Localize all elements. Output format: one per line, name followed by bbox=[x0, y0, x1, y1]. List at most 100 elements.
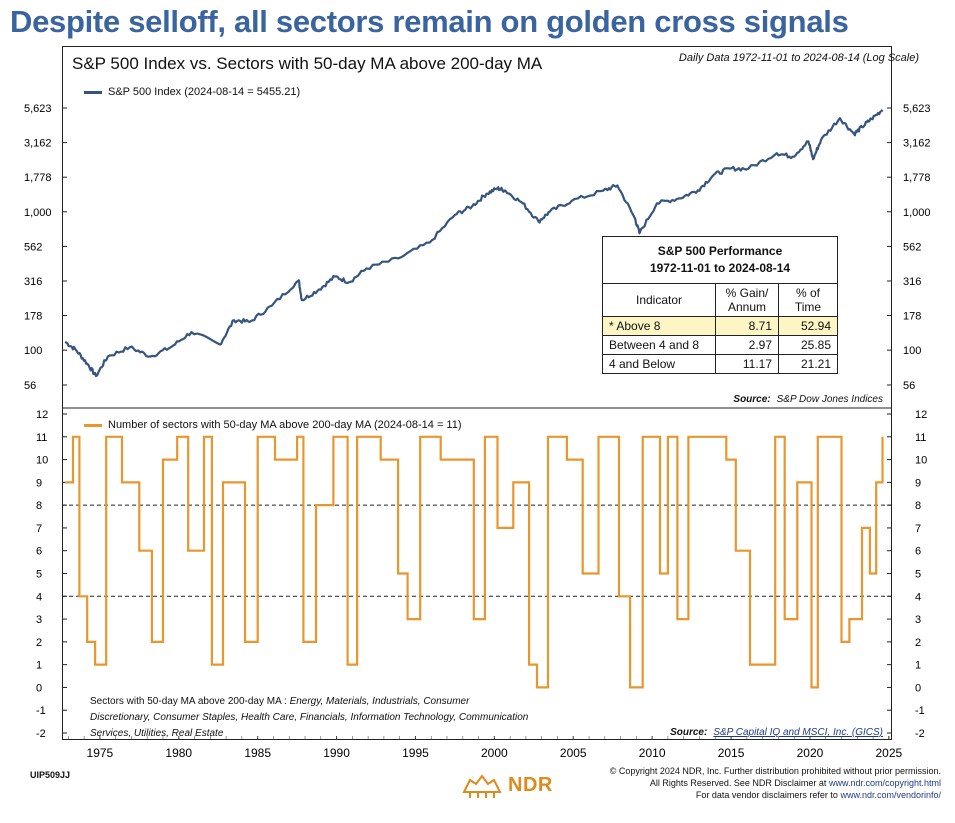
vendor-info-link[interactable]: www.ndr.com/vendorinfo/ bbox=[840, 790, 941, 800]
y-tick-label-left: 100 bbox=[24, 345, 42, 357]
y-tick-label-right: 1 bbox=[915, 660, 921, 672]
y-tick-label-right: 10 bbox=[915, 455, 927, 467]
y-tick-label-right: 7 bbox=[915, 523, 921, 535]
y-tick-label-right: 0 bbox=[915, 682, 921, 694]
y-tick-label-right: 11 bbox=[915, 432, 926, 444]
sectors-legend-swatch bbox=[84, 423, 102, 427]
x-tick-label: 2010 bbox=[639, 746, 666, 760]
sectors-note: Sectors with 50-day MA above 200-day MA … bbox=[90, 694, 530, 742]
y-tick-label-right: -1 bbox=[915, 705, 925, 717]
y-tick-label-right: 5 bbox=[915, 569, 921, 581]
y-tick-label-left: 3 bbox=[36, 614, 42, 626]
table-row: Between 4 and 8 2.97 25.85 bbox=[602, 335, 838, 355]
sectors-legend: Number of sectors with 50-day MA above 2… bbox=[84, 419, 462, 431]
table-row: * Above 8 8.71 52.94 bbox=[602, 316, 838, 336]
y-tick-label-left: 9 bbox=[36, 477, 42, 489]
y-tick-label-left: -2 bbox=[36, 728, 46, 740]
copyright: © Copyright 2024 NDR, Inc. Further distr… bbox=[610, 765, 941, 801]
y-tick-label-left: 1,000 bbox=[24, 207, 52, 219]
x-tick-label: 2015 bbox=[718, 746, 745, 760]
row-time: 52.94 bbox=[778, 316, 838, 336]
top-source-text: S&P Dow Jones Indices bbox=[776, 394, 883, 405]
y-tick-label-left: 316 bbox=[24, 276, 42, 288]
table-title-line1: S&P 500 Performance bbox=[657, 244, 783, 258]
x-axis: 1975 1980 1985 1990 1995 2000 2005 2010 2015 2020… bbox=[68, 736, 903, 760]
y-tick-label-right: 56 bbox=[903, 380, 915, 392]
y-tick-label-right: 9 bbox=[915, 477, 921, 489]
ndr-logo-text: NDR bbox=[508, 773, 553, 796]
row-gain: 2.97 bbox=[715, 335, 779, 355]
y-tick-label-left: 3,162 bbox=[24, 138, 52, 150]
ndr-logo: NDR bbox=[460, 770, 553, 800]
performance-table: S&P 500 Performance 1972-11-01 to 2024-0… bbox=[602, 236, 838, 374]
sp500-series-line bbox=[64, 109, 884, 378]
y-tick-label-left: 562 bbox=[24, 241, 42, 253]
copyright-line2: All Rights Reserved. See NDR Disclaimer … bbox=[610, 777, 941, 789]
y-tick-label-left: 5,623 bbox=[24, 103, 52, 115]
y-tick-label-left: 7 bbox=[36, 523, 42, 535]
sectors-note-label: Sectors with 50-day MA above 200-day MA … bbox=[90, 696, 287, 707]
y-tick-label-left: 1,778 bbox=[24, 172, 52, 184]
top-source: Source: S&P Dow Jones Indices bbox=[733, 394, 883, 405]
y-tick-label-left: 5 bbox=[36, 569, 42, 581]
bull-bear-icon bbox=[462, 774, 502, 798]
y-tick-label-left: 56 bbox=[24, 380, 36, 392]
copyright-line3: For data vendor disclaimers refer to www… bbox=[610, 789, 941, 801]
y-tick-label-right: 562 bbox=[903, 241, 921, 253]
y-tick-label-right: 6 bbox=[915, 546, 921, 558]
x-tick-label: 1975 bbox=[87, 746, 114, 760]
row-time: 25.85 bbox=[778, 335, 838, 355]
sp500-panel: 56 56 100 100 178 178 316 316 562 562 1,000 1,000 1,… bbox=[24, 103, 931, 409]
performance-table-title: S&P 500 Performance 1972-11-01 to 2024-0… bbox=[602, 236, 838, 284]
y-tick-label-right: -2 bbox=[915, 728, 925, 740]
y-tick-label-right: 178 bbox=[903, 311, 921, 323]
sp500-legend: S&P 500 Index (2024-08-14 = 5455.21) bbox=[84, 86, 300, 98]
y-tick-label-left: 0 bbox=[36, 682, 42, 694]
sp500-legend-label: S&P 500 Index (2024-08-14 = 5455.21) bbox=[108, 86, 301, 98]
x-tick-label: 2025 bbox=[875, 746, 902, 760]
sectors-note-list: Energy, Materials, Industrials, Consumer… bbox=[90, 696, 529, 739]
y-tick-label-left: 6 bbox=[36, 546, 42, 558]
y-tick-label-left: 4 bbox=[36, 591, 42, 603]
y-tick-label-left: 8 bbox=[36, 500, 42, 512]
y-tick-label-left: 1 bbox=[36, 660, 42, 672]
copyright-line1: © Copyright 2024 NDR, Inc. Further distr… bbox=[609, 766, 941, 776]
y-tick-label-left: 2 bbox=[36, 637, 42, 649]
bottom-source-link[interactable]: S&P Capital IQ and MSCI, Inc. (GICS) bbox=[713, 727, 883, 738]
x-tick-label: 2020 bbox=[797, 746, 824, 760]
top-source-label: Source: bbox=[733, 394, 771, 405]
copyright-link[interactable]: www.ndr.com/copyright.html bbox=[828, 778, 941, 788]
row-indicator: * Above 8 bbox=[602, 316, 716, 336]
x-tick-label: 1985 bbox=[244, 746, 271, 760]
x-tick-label: 1990 bbox=[323, 746, 350, 760]
col-header-indicator: Indicator bbox=[602, 283, 716, 317]
col-header-time: % of Time bbox=[778, 283, 838, 317]
row-gain: 11.17 bbox=[715, 354, 779, 374]
row-time: 21.21 bbox=[778, 354, 838, 374]
headline: Despite selloff, all sectors remain on g… bbox=[10, 4, 849, 39]
row-indicator: 4 and Below bbox=[602, 354, 716, 374]
x-tick-label: 2005 bbox=[560, 746, 587, 760]
y-tick-label-left: 11 bbox=[36, 432, 47, 444]
data-range-note: Daily Data 1972-11-01 to 2024-08-14 (Log… bbox=[678, 52, 919, 64]
bottom-source: Source: S&P Capital IQ and MSCI, Inc. (GI… bbox=[670, 727, 883, 738]
y-tick-label-right: 4 bbox=[915, 591, 921, 603]
chart-subtitle: S&P 500 Index vs. Sectors with 50-day MA… bbox=[72, 54, 543, 73]
sectors-series-line bbox=[65, 435, 884, 689]
y-tick-label-right: 8 bbox=[915, 500, 921, 512]
table-title-line2: 1972-11-01 to 2024-08-14 bbox=[649, 261, 791, 275]
bottom-source-label: Source: bbox=[670, 727, 708, 738]
y-tick-label-right: 12 bbox=[915, 409, 927, 421]
x-tick-label: 1980 bbox=[165, 746, 192, 760]
table-row: 4 and Below 11.17 21.21 bbox=[602, 354, 838, 374]
y-tick-label-right: 2 bbox=[915, 637, 921, 649]
y-tick-label-left: -1 bbox=[36, 705, 46, 717]
row-indicator: Between 4 and 8 bbox=[602, 335, 716, 355]
y-tick-label-right: 100 bbox=[903, 345, 921, 357]
x-tick-label: 1995 bbox=[402, 746, 429, 760]
y-tick-label-right: 1,000 bbox=[903, 207, 931, 219]
y-tick-label-left: 10 bbox=[36, 455, 48, 467]
y-tick-label-right: 3 bbox=[915, 614, 921, 626]
